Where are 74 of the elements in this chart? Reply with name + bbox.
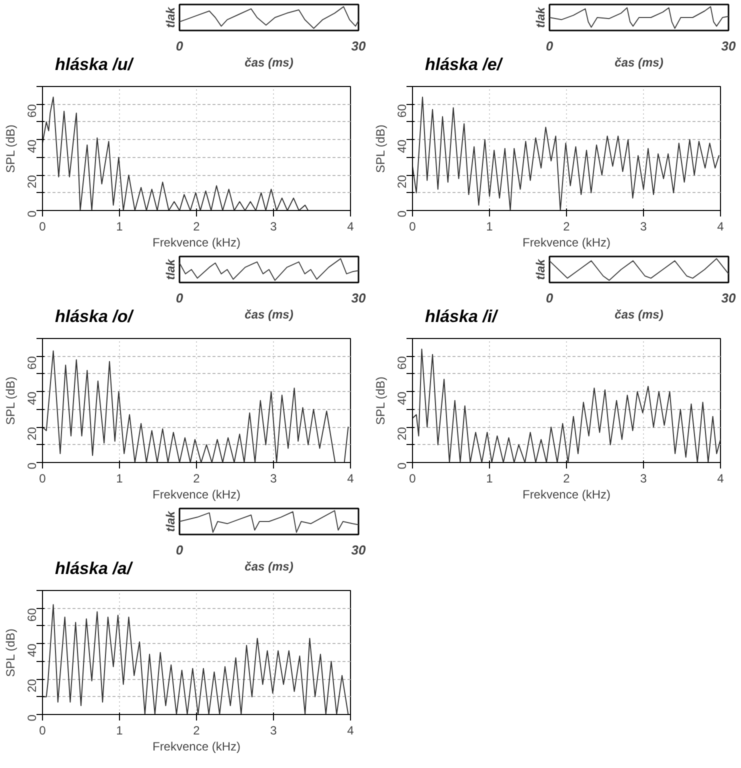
y-axis-title: tlak (164, 6, 178, 28)
x-tick-label: 4 (347, 472, 354, 486)
y-tick-label: 0 (395, 462, 409, 470)
y-tick-label: 60 (25, 356, 39, 370)
y-axis-title: SPL (dB) (4, 124, 18, 173)
y-tick-label: 0 (25, 462, 39, 470)
chart-title: hláska /i/ (425, 306, 497, 328)
x-tick-label: 1 (116, 472, 124, 486)
x-tick-label: 30 (351, 542, 366, 558)
y-tick-label: 40 (25, 139, 39, 153)
x-axis-title: Frekvence (kHz) (522, 488, 611, 502)
x-tick-label: 3 (270, 220, 278, 234)
x-tick-label: 0 (546, 290, 554, 306)
x-axis-title: čas (ms) (244, 308, 294, 322)
x-axis-title: Frekvence (kHz) (152, 488, 241, 502)
x-tick-label: 4 (717, 472, 724, 486)
y-tick-label: 40 (25, 643, 39, 657)
chart-title: hláska /e/ (425, 54, 502, 76)
y-axis-title: tlak (164, 510, 178, 532)
y-axis-title: SPL (dB) (374, 124, 388, 173)
x-tick-label: 30 (351, 290, 366, 306)
x-tick-label: 3 (640, 472, 648, 486)
x-tick-label: 1 (116, 724, 124, 738)
y-tick-label: 20 (395, 174, 409, 188)
x-tick-label: 2 (563, 220, 570, 234)
y-tick-label: 40 (25, 391, 39, 405)
y-tick-label: 0 (25, 210, 39, 218)
x-axis-title: Frekvence (kHz) (152, 740, 241, 754)
y-tick-label: 0 (25, 714, 39, 722)
x-tick-label: 4 (347, 724, 354, 738)
y-tick-label: 60 (395, 356, 409, 370)
x-tick-label: 2 (563, 472, 570, 486)
y-tick-label: 60 (25, 104, 39, 118)
y-tick-label: 20 (25, 426, 39, 440)
x-tick-label: 1 (486, 220, 494, 234)
x-tick-label: 3 (270, 472, 278, 486)
x-tick-label: 2 (193, 472, 200, 486)
chart-title: hláska /a/ (55, 558, 132, 580)
y-axis-title: SPL (dB) (4, 376, 18, 425)
x-tick-label: 1 (116, 220, 124, 234)
y-tick-label: 40 (395, 139, 409, 153)
x-tick-label: 2 (193, 220, 200, 234)
x-tick-label: 30 (721, 38, 736, 54)
y-tick-label: 20 (25, 174, 39, 188)
x-axis-title: čas (ms) (244, 560, 294, 574)
x-tick-label: 0 (176, 38, 184, 54)
x-tick-label: 0 (546, 38, 554, 54)
y-tick-label: 20 (25, 678, 39, 692)
x-tick-label: 0 (176, 290, 184, 306)
y-axis-title: SPL (dB) (374, 376, 388, 425)
x-axis-title: čas (ms) (614, 308, 664, 322)
y-axis-title: tlak (534, 6, 548, 28)
x-axis-title: Frekvence (kHz) (152, 236, 241, 250)
chart-title: hláska /u/ (55, 54, 132, 76)
y-tick-label: 20 (395, 426, 409, 440)
y-axis-title: tlak (534, 258, 548, 280)
x-axis-title: čas (ms) (614, 56, 664, 70)
x-axis-title: čas (ms) (244, 56, 294, 70)
y-tick-label: 40 (395, 391, 409, 405)
y-tick-label: 0 (395, 210, 409, 218)
x-tick-label: 4 (717, 220, 724, 234)
x-tick-label: 3 (640, 220, 648, 234)
chart-title: hláska /o/ (55, 306, 132, 328)
x-tick-label: 2 (193, 724, 200, 738)
y-axis-title: SPL (dB) (4, 628, 18, 677)
y-tick-label: 60 (395, 104, 409, 118)
y-axis-title: tlak (164, 258, 178, 280)
x-tick-label: 3 (270, 724, 278, 738)
x-tick-label: 4 (347, 220, 354, 234)
x-tick-label: 30 (721, 290, 736, 306)
y-tick-label: 60 (25, 608, 39, 622)
x-tick-label: 1 (486, 472, 494, 486)
x-axis-title: Frekvence (kHz) (522, 236, 611, 250)
x-tick-label: 30 (351, 38, 366, 54)
